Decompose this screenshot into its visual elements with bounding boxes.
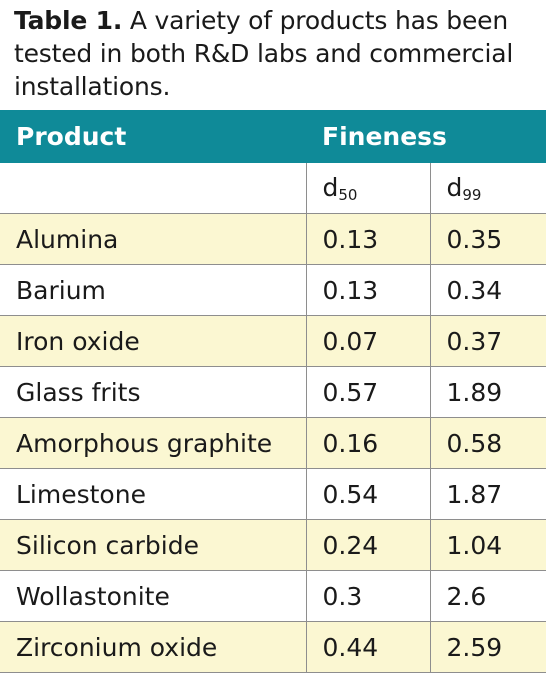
cell-d50: 0.57 — [305, 366, 430, 418]
header-fineness: Fineness — [306, 110, 547, 163]
cell-d50: 0.44 — [305, 621, 430, 673]
cell-product: Silicon carbide — [0, 519, 306, 571]
subheader-d99: d99 — [429, 163, 547, 214]
cell-product: Barium — [0, 264, 306, 316]
cell-product: Amorphous graphite — [0, 417, 306, 469]
header-product: Product — [0, 110, 306, 163]
cell-product: Glass frits — [0, 366, 306, 418]
caption-label: Table 1. — [14, 6, 123, 35]
table-body: Alumina 0.13 0.35 Barium 0.13 0.34 Iron oxide 0… — [0, 213, 547, 673]
cell-d99: 0.34 — [429, 264, 547, 316]
table-row: Wollastonite 0.3 2.6 — [0, 570, 547, 622]
table-caption: Table 1. A variety of products has been … — [14, 4, 544, 103]
table-row: Alumina 0.13 0.35 — [0, 213, 547, 265]
subheader-d50: d50 — [305, 163, 430, 214]
d50-subscript: 50 — [338, 185, 358, 204]
cell-product: Alumina — [0, 213, 306, 265]
cell-d99: 1.04 — [429, 519, 547, 571]
cell-d99: 1.89 — [429, 366, 547, 418]
cell-d50: 0.07 — [305, 315, 430, 367]
cell-d50: 0.54 — [305, 468, 430, 520]
d50-base: d — [322, 172, 339, 202]
table-row: Silicon carbide 0.24 1.04 — [0, 519, 547, 571]
table-row: Zirconium oxide 0.44 2.59 — [0, 621, 547, 673]
subheader-empty — [0, 163, 306, 214]
cell-product: Limestone — [0, 468, 306, 520]
cell-d99: 2.59 — [429, 621, 547, 673]
cell-d50: 0.13 — [305, 213, 430, 265]
cell-product: Iron oxide — [0, 315, 306, 367]
table-row: Amorphous graphite 0.16 0.58 — [0, 417, 547, 469]
cell-d99: 2.6 — [429, 570, 547, 622]
table-row: Iron oxide 0.07 0.37 — [0, 315, 547, 367]
cell-product: Wollastonite — [0, 570, 306, 622]
cell-product: Zirconium oxide — [0, 621, 306, 673]
caption-text: A variety of products has been tested in… — [14, 6, 514, 101]
cell-d50: 0.24 — [305, 519, 430, 571]
table-row: Glass frits 0.57 1.89 — [0, 366, 547, 418]
cell-d50: 0.13 — [305, 264, 430, 316]
cell-d99: 0.35 — [429, 213, 547, 265]
table-header-row: Product Fineness — [0, 110, 547, 163]
table-subheader-row: d50 d99 — [0, 163, 547, 214]
d99-subscript: 99 — [462, 185, 482, 204]
products-table: Product Fineness d50 d99 Alumina 0.13 0.35… — [0, 110, 547, 673]
cell-d50: 0.3 — [305, 570, 430, 622]
cell-d99: 0.37 — [429, 315, 547, 367]
table-row: Barium 0.13 0.34 — [0, 264, 547, 316]
d99-base: d — [446, 172, 463, 202]
cell-d99: 0.58 — [429, 417, 547, 469]
cell-d99: 1.87 — [429, 468, 547, 520]
table-row: Limestone 0.54 1.87 — [0, 468, 547, 520]
cell-d50: 0.16 — [305, 417, 430, 469]
